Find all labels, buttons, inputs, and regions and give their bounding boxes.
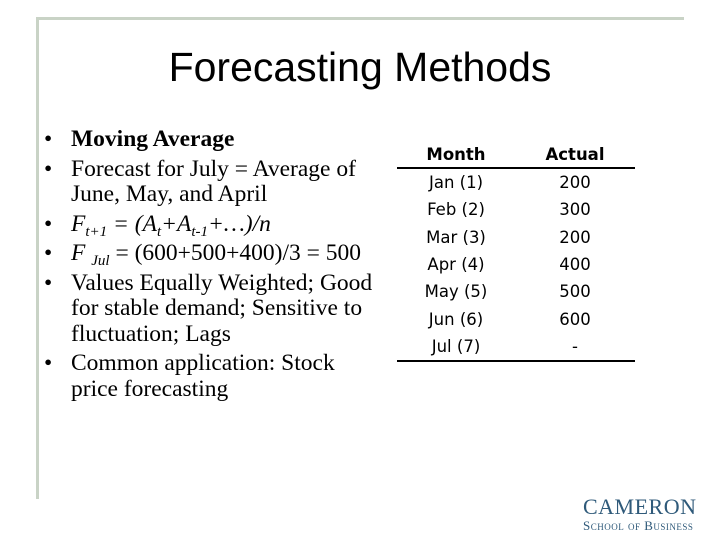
bullet-formula: • Ft+1 = (At+At-1+…)/n <box>44 210 374 240</box>
bullet-dot-icon: • <box>44 210 53 237</box>
logo-subtitle: School of Business <box>583 518 694 533</box>
formula: Ft+1 = (At+At-1+…)/n <box>71 210 271 240</box>
bullet-moving-average: • Moving Average <box>44 126 374 153</box>
cell-month: Jul (7) <box>397 332 515 363</box>
bullet-calculation: • F Jul = (600+500+400)/3 = 500 <box>44 240 374 269</box>
demand-table: Month Actual Jan (1) 200 Feb (2) 300 Mar… <box>397 141 635 363</box>
bullet-list: • Moving Average • Forecast for July = A… <box>44 126 374 406</box>
formula-sub: t-1 <box>191 223 209 240</box>
bullet-equally-weighted: • Values Equally Weighted; Good for stab… <box>44 269 374 348</box>
table-row: May (5) 500 <box>397 278 635 305</box>
bullet-dot-icon: • <box>44 155 53 182</box>
formula-part: +…)/n <box>208 210 271 237</box>
table-row: Apr (4) 400 <box>397 251 635 278</box>
header-actual: Actual <box>515 141 635 169</box>
formula-sub: t+1 <box>85 223 108 240</box>
cell-actual: 600 <box>559 309 591 329</box>
cell-month: Jun (6) <box>428 309 484 329</box>
logo-wordmark: CAMERON <box>583 494 697 519</box>
bullet-text: Forecast for July = Average of June, May… <box>71 155 356 207</box>
formula-part: +A <box>161 210 192 237</box>
bullet-dot-icon: • <box>44 126 53 152</box>
calc-rest: = (600+500+400)/3 = 500 <box>109 240 362 266</box>
bullet-text: Moving Average <box>71 126 235 152</box>
bullet-text: Common application: Stock price forecast… <box>71 350 335 402</box>
bullet-text: Values Equally Weighted; Good for stable… <box>71 269 373 347</box>
formula-f: F <box>71 210 86 237</box>
cell-actual: 200 <box>559 173 591 193</box>
slide-title: Forecasting Methods <box>168 44 552 90</box>
cell-month: Mar (3) <box>426 227 486 247</box>
header-month: Month <box>397 141 515 169</box>
cell-actual: 300 <box>559 200 591 220</box>
cameron-logo: CAMERON School of Business <box>583 495 713 533</box>
formula-sub: t <box>156 223 162 240</box>
table-row: Jan (1) 200 <box>397 168 635 196</box>
bullet-forecast-july: • Forecast for July = Average of June, M… <box>44 155 374 208</box>
slide-frame-top <box>36 17 684 20</box>
cell-actual: 500 <box>559 282 591 302</box>
table-row: Feb (2) 300 <box>397 196 635 223</box>
calc-sub: Jul <box>91 253 110 269</box>
table-row: Jul (7) - <box>397 332 635 363</box>
cell-actual: 200 <box>559 227 591 247</box>
table-row: Mar (3) 200 <box>397 224 635 251</box>
cell-month: May (5) <box>424 282 488 302</box>
calc-f: F <box>71 240 92 266</box>
cell-actual: - <box>515 332 635 363</box>
bullet-dot-icon: • <box>44 240 53 266</box>
slide-frame-left <box>36 17 39 499</box>
table-row: Jun (6) 600 <box>397 305 635 332</box>
bullet-dot-icon: • <box>44 269 53 296</box>
formula-part: = (A <box>107 210 157 237</box>
table-header-row: Month Actual <box>397 141 635 169</box>
cell-month: Apr (4) <box>427 255 485 275</box>
cell-month: Feb (2) <box>427 200 485 220</box>
bullet-dot-icon: • <box>44 350 53 376</box>
bullet-common-application: • Common application: Stock price foreca… <box>44 350 374 402</box>
cell-month: Jan (1) <box>428 173 484 193</box>
cell-actual: 400 <box>559 255 591 275</box>
